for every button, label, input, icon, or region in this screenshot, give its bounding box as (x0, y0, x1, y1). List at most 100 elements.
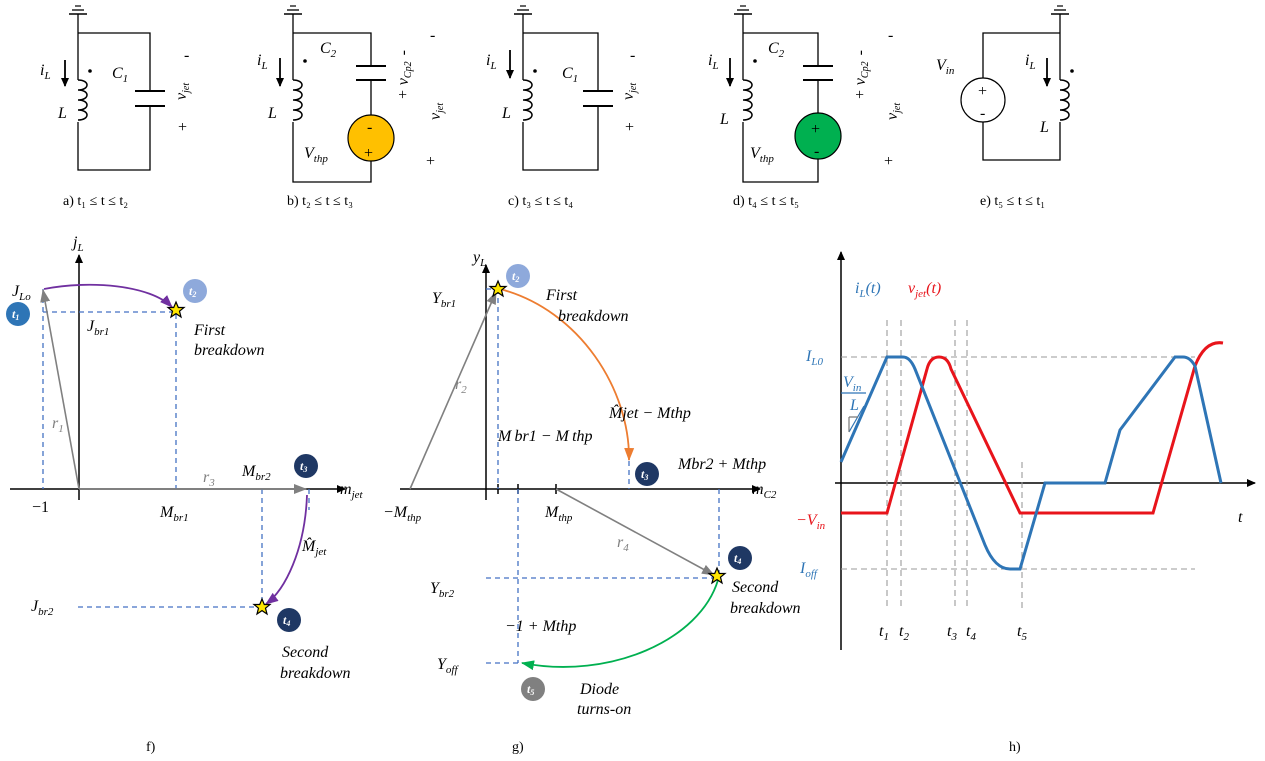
badge-t2: t2 (183, 279, 207, 303)
vthp-source-icon (794, 112, 842, 160)
first-breakdown-label: First breakdown (193, 322, 265, 359)
r1-vector (40, 289, 80, 490)
vin-source-icon (960, 77, 1006, 123)
vcp2-label: + vCp2- (395, 50, 414, 100)
capacitor-label: C1 (562, 65, 578, 85)
yoff-label: Yoff (437, 656, 459, 676)
mjet-hat-label: M̂jet (301, 536, 327, 558)
capacitor-label: C2 (320, 40, 337, 60)
jlo-label: JLo (12, 283, 31, 303)
plus-sign: + (625, 119, 634, 136)
plane-f: jL mjet JLo Jbr1 Jbr2 −1 Mbr1 Mbr2 r1 r3… (6, 234, 364, 755)
r4-label: r4 (617, 534, 629, 554)
svg-text:t2: t2 (189, 284, 196, 299)
plane-g: yL mC2 Ybr1 Ybr2 Yoff −Mthp Mthp r2 r4 M… (383, 249, 801, 755)
star-icon (253, 598, 271, 615)
first-breakdown-label: First breakdown (545, 287, 629, 325)
il-curve (839, 355, 1223, 571)
ybr2-label: Ybr2 (430, 580, 455, 600)
neg-one-plus-mthp-label: −1 + Mthp (505, 618, 576, 635)
vjet-curve (841, 341, 1224, 515)
plus-sign: + (884, 153, 893, 170)
plus-sign: + (426, 153, 435, 170)
vin-over-l-label: Vin (843, 374, 862, 394)
arc-t1-t2 (43, 283, 173, 308)
vcp2-label: + vCp2- (852, 50, 871, 100)
legend-il: iL(t) (855, 280, 881, 300)
svg-text:t4: t4 (734, 551, 741, 566)
tick-t4: t4 (966, 623, 976, 643)
circuit-d: + - iL L C2 Vthp + vCp2- - vjet + d) t₄ … (708, 5, 903, 209)
badge-t1: t1 (6, 302, 30, 326)
r2-label: r2 (455, 376, 467, 396)
badge-t5: t5 (521, 677, 545, 701)
jbr1-label: Jbr1 (87, 318, 109, 338)
neg-mthp-label: −Mthp (383, 504, 422, 524)
x-axis-label: mC2 (752, 481, 777, 501)
y-axis-label: jL (71, 234, 84, 254)
badge-t3: t3 (635, 462, 659, 486)
circuit-b: - + iL L C2 Vthp + vCp2- - vjet + b) t₂ … (257, 5, 446, 209)
vthp-label: Vthp (750, 145, 774, 165)
inductor-label: L (267, 105, 277, 122)
current-label: iL (708, 52, 719, 72)
vjet-label: vjet (173, 83, 192, 100)
capacitor-label: C2 (768, 40, 785, 60)
arc-t4-t5 (521, 579, 719, 671)
mbr1-label: Mbr1 (159, 504, 189, 524)
arc-t2-t3 (499, 288, 635, 461)
inductor-label: L (57, 105, 67, 122)
ybr1-label: Ybr1 (432, 290, 456, 310)
caption-h: h) (1009, 740, 1021, 755)
source-top-sign: + (978, 83, 987, 100)
circuit-e: + - iL L Vin e) t₅ ≤ t ≤ t₁ (936, 5, 1074, 209)
il0-label: IL0 (805, 348, 823, 368)
caption-a: a) t₁ ≤ t ≤ t₂ (63, 194, 128, 209)
vthp-label: Vthp (304, 145, 328, 165)
circuit-a: iL L C1 vjet - + a) t₁ ≤ t ≤ t₂ (40, 5, 192, 209)
inductor-label: L (501, 105, 511, 122)
minus-sign: - (184, 47, 189, 64)
ioff-label: Ioff (799, 560, 819, 580)
caption-g: g) (512, 740, 524, 755)
inductor-icon (77, 79, 88, 121)
source-bottom-sign: - (980, 105, 985, 122)
jbr2-label: Jbr2 (31, 598, 54, 618)
vthp-source-icon (347, 114, 395, 162)
minus-sign: - (430, 27, 435, 44)
minus-sign: - (888, 27, 893, 44)
caption-c: c) t₃ ≤ t ≤ t₄ (508, 194, 573, 209)
y-axis-label: yL (471, 249, 486, 269)
svg-text:t1: t1 (12, 307, 19, 322)
caption-e: e) t₅ ≤ t ≤ t₁ (980, 194, 1045, 209)
mbr1-minus-mthp-label: M br1 − M thp (497, 428, 593, 445)
r1-label: r1 (52, 415, 64, 435)
badge-t4: t4 (277, 608, 301, 632)
inductor-icon (1059, 79, 1070, 121)
second-breakdown-label: Second breakdown (730, 579, 801, 617)
caption-d: d) t₄ ≤ t ≤ t₅ (733, 194, 799, 209)
r2-vector (409, 291, 497, 490)
source-bottom-sign: - (814, 143, 819, 160)
inductor-icon (742, 79, 753, 121)
inductor-icon (522, 79, 533, 121)
mbr2-label: Mbr2 (241, 463, 271, 483)
r4-vector (555, 488, 715, 576)
vjet-label: vjet (884, 103, 903, 120)
svg-text:t3: t3 (300, 459, 307, 474)
circuit-c: iL L C1 vjet - + c) t₃ ≤ t ≤ t₄ (486, 5, 639, 209)
neg-vin-label: −Vin (796, 512, 826, 532)
source-top-sign: - (367, 119, 372, 136)
vjet-label: vjet (427, 103, 446, 120)
tick-t2: t2 (899, 623, 909, 643)
t-axis-label: t (1238, 509, 1243, 526)
source-bottom-sign: + (364, 145, 373, 162)
vjet-label: vjet (620, 83, 639, 100)
diode-turns-on-label: Diode turns-on (577, 681, 631, 718)
current-label: iL (257, 52, 268, 72)
mjet-minus-mthp-label: M̂jet − Mthp (608, 403, 691, 422)
mthp-label: Mthp (544, 504, 573, 524)
plus-sign: + (178, 119, 187, 136)
tick-t5: t5 (1017, 623, 1027, 643)
badge-t4: t4 (728, 546, 752, 570)
